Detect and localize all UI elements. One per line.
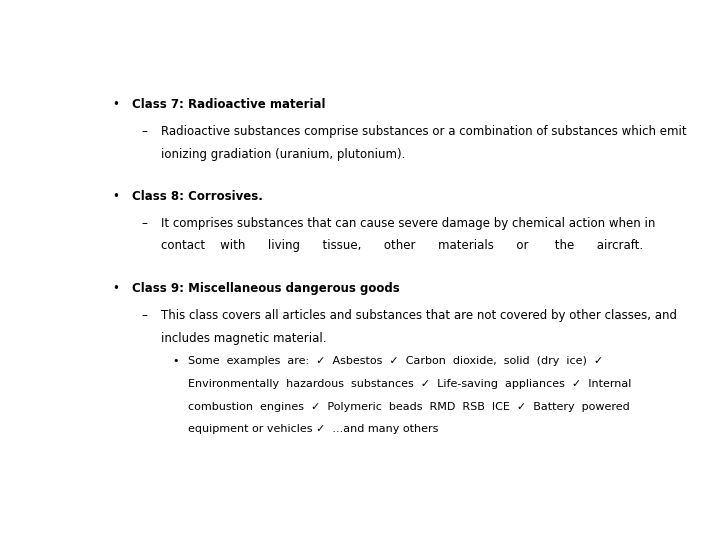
Text: –: – [142, 309, 148, 322]
Text: Radioactive substances comprise substances or a combination of substances which : Radioactive substances comprise substanc… [161, 125, 687, 138]
Text: Class 8: Corrosives.: Class 8: Corrosives. [132, 190, 263, 202]
Text: ionizing gradiation (uranium, plutonium).: ionizing gradiation (uranium, plutonium)… [161, 148, 406, 161]
Text: Environmentally  hazardous  substances  ✓  Life-saving  appliances  ✓  Internal: Environmentally hazardous substances ✓ L… [188, 379, 631, 389]
Text: Class 7: Radioactive material: Class 7: Radioactive material [132, 98, 325, 111]
Text: –: – [142, 217, 148, 230]
Text: combustion  engines  ✓  Polymeric  beads  RMD  RSB  ICE  ✓  Battery  powered: combustion engines ✓ Polymeric beads RMD… [188, 402, 629, 411]
Text: –: – [142, 125, 148, 138]
Text: •: • [112, 282, 120, 295]
Text: •: • [112, 98, 120, 111]
Text: equipment or vehicles ✓  ...and many others: equipment or vehicles ✓ ...and many othe… [188, 424, 438, 435]
Text: Some  examples  are:  ✓  Asbestos  ✓  Carbon  dioxide,  solid  (dry  ice)  ✓: Some examples are: ✓ Asbestos ✓ Carbon d… [188, 356, 603, 366]
Text: •: • [173, 356, 179, 366]
Text: This class covers all articles and substances that are not covered by other clas: This class covers all articles and subst… [161, 309, 678, 322]
Text: •: • [112, 190, 120, 202]
Text: contact    with      living      tissue,      other      materials      or      : contact with living tissue, other materi… [161, 239, 644, 252]
Text: Class 9: Miscellaneous dangerous goods: Class 9: Miscellaneous dangerous goods [132, 282, 400, 295]
Text: It comprises substances that can cause severe damage by chemical action when in: It comprises substances that can cause s… [161, 217, 656, 230]
Text: includes magnetic material.: includes magnetic material. [161, 332, 327, 345]
